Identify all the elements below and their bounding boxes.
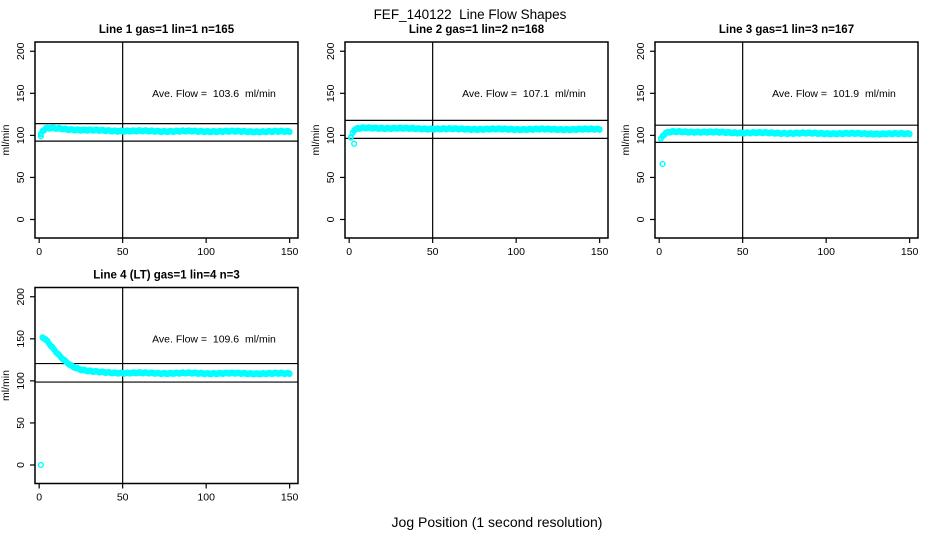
x-axis-label: Jog Position (1 second resolution) <box>392 514 603 530</box>
figure-title: FEF_140122 Line Flow Shapes <box>374 7 567 22</box>
x-tick-label: 50 <box>427 246 439 258</box>
scatter-points <box>657 127 913 168</box>
x-tick-label: 50 <box>117 492 129 504</box>
average-flow-annotation: Ave. Flow = 101.9 ml/min <box>772 88 896 100</box>
subplot-title: Line 2 gas=1 lin=2 n=168 <box>409 24 545 36</box>
subplot-title: Line 3 gas=1 lin=3 n=167 <box>719 24 854 36</box>
y-tick-label: 150 <box>15 84 27 102</box>
plot-box <box>34 41 299 239</box>
x-tick-label: 150 <box>591 246 609 258</box>
x-tick-label: 0 <box>656 246 662 258</box>
y-tick-label: 100 <box>15 372 27 390</box>
y-tick-label: 0 <box>325 216 337 222</box>
y-tick-label: 100 <box>15 126 27 144</box>
y-tick-label: 200 <box>15 288 27 306</box>
subplots-container: 0 50 100 150 0 50 100 150 200 ml/min Line 1 gas=1 … <box>0 24 919 504</box>
x-tick-label: 0 <box>346 246 352 258</box>
outlier-data-point <box>37 461 44 469</box>
outlier-data-point <box>37 133 44 140</box>
x-tick-label: 50 <box>737 246 749 258</box>
x-tick-label: 150 <box>901 246 919 258</box>
x-tick-label: 100 <box>817 246 835 258</box>
y-axis-unit-label: ml/min <box>0 370 12 401</box>
y-axis-unit-label: ml/min <box>620 124 632 155</box>
data-point <box>906 131 913 138</box>
x-tick-label: 0 <box>36 492 42 504</box>
y-tick-label: 0 <box>15 462 27 468</box>
y-axis-unit-label: ml/min <box>0 124 12 155</box>
x-tick-label: 100 <box>197 492 215 504</box>
scatter-points <box>37 124 293 140</box>
average-flow-annotation: Ave. Flow = 107.1 ml/min <box>462 88 586 100</box>
x-tick-label: 100 <box>507 246 525 258</box>
subplot-line-1: 0 50 100 150 0 50 100 150 200 ml/min Line 1 gas=1 … <box>0 24 299 258</box>
y-tick-label: 100 <box>325 126 337 144</box>
x-tick-label: 0 <box>36 246 42 258</box>
y-axis-unit-label: ml/min <box>310 124 322 155</box>
plot-box <box>344 41 609 239</box>
y-tick-label: 0 <box>635 216 647 222</box>
data-point <box>286 371 293 378</box>
subplot-line-3: 0 50 100 150 0 50 100 150 200 ml/min Line 3 gas=1 … <box>620 24 919 258</box>
y-tick-label: 200 <box>325 42 337 60</box>
y-tick-label: 150 <box>325 84 337 102</box>
data-point <box>596 127 603 133</box>
average-flow-annotation: Ave. Flow = 103.6 ml/min <box>152 88 276 100</box>
scatter-points <box>347 124 603 147</box>
average-flow-annotation: Ave. Flow = 109.6 ml/min <box>152 334 276 346</box>
y-tick-label: 50 <box>325 171 337 183</box>
y-tick-label: 100 <box>635 126 647 144</box>
y-tick-label: 200 <box>635 42 647 60</box>
x-tick-label: 150 <box>281 492 299 504</box>
outlier-data-point <box>351 140 358 147</box>
data-point <box>286 129 293 136</box>
scatter-points <box>37 334 293 469</box>
x-tick-label: 100 <box>197 246 215 258</box>
x-tick-label: 50 <box>117 246 129 258</box>
subplot-line-4: 0 50 100 150 0 50 100 150 200 ml/min Line 4 (LT) g… <box>0 270 299 504</box>
subplot-title: Line 1 gas=1 lin=1 n=165 <box>99 24 235 36</box>
y-tick-label: 0 <box>15 216 27 222</box>
y-tick-label: 150 <box>635 84 647 102</box>
subplot-line-2: 0 50 100 150 0 50 100 150 200 ml/min Line 2 gas=1 … <box>310 24 609 258</box>
data-point <box>347 134 354 141</box>
plot-box <box>34 286 299 485</box>
plot-box <box>654 41 919 239</box>
y-tick-label: 50 <box>635 171 647 183</box>
y-tick-label: 200 <box>15 42 27 60</box>
subplot-title: Line 4 (LT) gas=1 lin=4 n=3 <box>93 270 239 282</box>
y-tick-label: 50 <box>15 171 27 183</box>
outlier-data-point <box>659 160 666 168</box>
y-tick-label: 50 <box>15 417 27 429</box>
x-tick-label: 150 <box>281 246 299 258</box>
y-tick-label: 150 <box>15 330 27 348</box>
